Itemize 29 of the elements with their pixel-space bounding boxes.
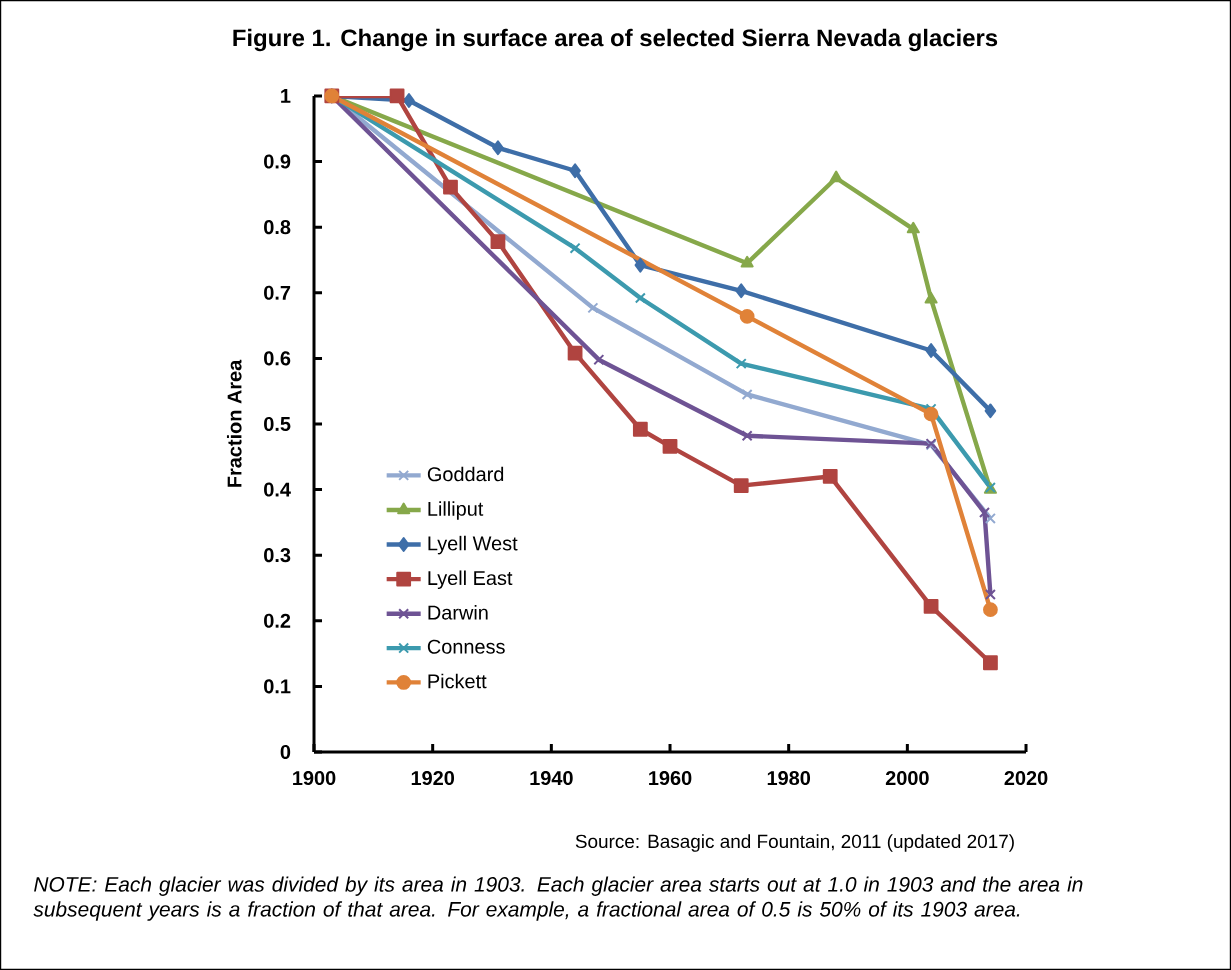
legend-label: Conness — [427, 639, 505, 654]
x-tick-label: 1900 — [293, 771, 336, 786]
y-tick-label: 0.3 — [264, 548, 291, 563]
y-axis-title: Fraction Area — [226, 359, 242, 487]
y-tick-label: 1 — [281, 89, 291, 103]
x-tick-label: 1980 — [767, 771, 811, 786]
x-tick-label: 1920 — [411, 771, 455, 786]
legend-label: Goddard — [427, 466, 504, 482]
y-tick-label: 0 — [280, 744, 291, 760]
y-tick-label: 0.8 — [264, 220, 291, 235]
legend-label: Lyell West — [428, 535, 518, 555]
text: NOTE: Each glacier was divided by its area in 1903. Each glacier area starts out at 1.0 in 1903 and the area in subsequent years is a fraction of that area. For example, a fractional area of 0.5 is 50% of its 1903 area. — [33, 876, 1083, 921]
y-tick-label: 0.6 — [264, 351, 291, 366]
y-tick-label: 0.2 — [264, 613, 291, 628]
legend-label: Pickett — [428, 673, 487, 689]
legend-label: Darwin — [428, 605, 488, 620]
x-tick-label: 1960 — [649, 771, 692, 786]
legend-label: Lyell East — [428, 570, 513, 589]
y-tick-label: 0.9 — [264, 154, 291, 169]
chart-title: Figure 1. Change in surface area of selected Sierra Nevada glaciers — [233, 28, 998, 52]
x-tick-label: 2020 — [1004, 771, 1048, 786]
y-tick-label: 0.4 — [264, 482, 291, 497]
source-note: Source: Basagic and Fountain, 2011 (updated 2017) — [575, 834, 1014, 852]
legend-label: Lilliput — [428, 501, 484, 520]
y-tick-label: 0.1 — [264, 679, 291, 694]
y-tick-label: 0.7 — [264, 285, 291, 300]
y-tick-label: 0.5 — [264, 416, 291, 432]
x-tick-label: 1940 — [530, 771, 573, 786]
x-tick-label: 2000 — [885, 771, 929, 786]
